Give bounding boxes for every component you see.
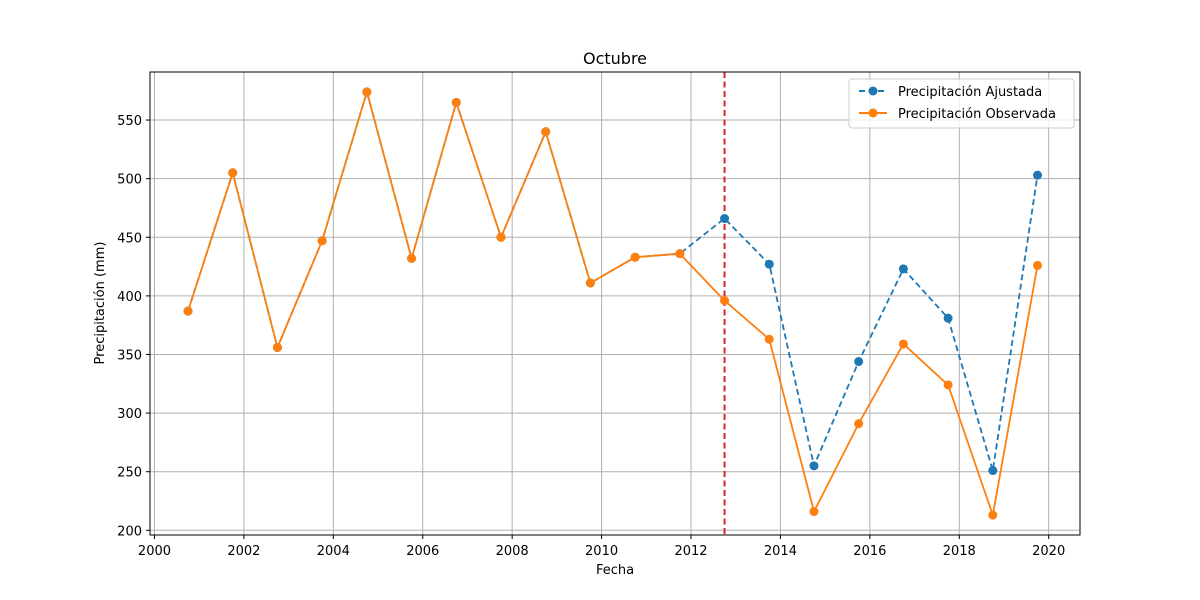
axis-ticks: 2000 2002 2004 2006 2008 2010 2012 2014 2016 2018…: [117, 114, 1065, 559]
data-point: [317, 236, 327, 246]
x-tick-label: 2002: [227, 544, 260, 559]
data-point: [1033, 260, 1043, 270]
data-point: [272, 342, 282, 352]
legend-box: [848, 78, 1075, 129]
data-point: [854, 357, 864, 367]
data-point: [898, 339, 908, 349]
chart-title: Octubre: [583, 49, 647, 68]
y-axis-label: Precipitación (mm): [93, 242, 108, 365]
data-point: [407, 253, 417, 263]
data-point: [809, 507, 819, 517]
data-point: [585, 278, 595, 288]
data-point: [1033, 170, 1043, 180]
data-point: [898, 264, 908, 274]
y-tick-label: 450: [117, 231, 142, 246]
x-tick-label: 2008: [496, 544, 529, 559]
data-point: [764, 334, 774, 344]
x-tick-label: 2006: [406, 544, 439, 559]
y-tick-label: 300: [117, 407, 142, 422]
legend-marker-observada: [868, 108, 878, 118]
data-point: [809, 461, 819, 471]
data-point: [496, 232, 506, 242]
y-tick-label: 500: [117, 173, 142, 188]
legend: Precipitación Ajustada Precipitación Obs…: [848, 78, 1075, 129]
x-tick-label: 2018: [943, 544, 976, 559]
x-tick-label: 2020: [1032, 544, 1065, 559]
legend-marker-ajustada: [868, 86, 878, 96]
y-tick-label: 250: [117, 466, 142, 481]
x-tick-label: 2014: [764, 544, 797, 559]
series-layer: [183, 87, 1043, 520]
y-tick-label: 550: [117, 114, 142, 129]
data-point: [720, 214, 730, 224]
data-point: [943, 313, 953, 323]
data-point: [988, 510, 998, 520]
data-point: [451, 97, 461, 107]
data-point: [362, 87, 372, 97]
legend-label-ajustada: Precipitación Ajustada: [898, 85, 1042, 100]
x-axis-label: Fecha: [596, 563, 634, 578]
y-tick-label: 400: [117, 290, 142, 305]
series-1: [183, 87, 1043, 520]
x-tick-label: 2016: [853, 544, 886, 559]
data-point: [630, 252, 640, 262]
x-tick-label: 2010: [585, 544, 618, 559]
data-point: [854, 419, 864, 429]
data-point: [764, 259, 774, 269]
data-point: [943, 380, 953, 390]
data-point: [675, 249, 685, 259]
series-line: [187, 91, 1039, 516]
data-point: [228, 168, 238, 178]
data-point: [183, 306, 193, 316]
x-tick-label: 2004: [317, 544, 350, 559]
legend-label-observada: Precipitación Observada: [898, 107, 1056, 122]
data-point: [720, 296, 730, 306]
plot-frame: [149, 71, 1081, 536]
data-point: [541, 127, 551, 137]
x-tick-label: 2012: [674, 544, 707, 559]
x-tick-label: 2000: [138, 544, 171, 559]
data-point: [988, 466, 998, 476]
y-tick-label: 200: [117, 524, 142, 539]
y-tick-label: 350: [117, 348, 142, 363]
